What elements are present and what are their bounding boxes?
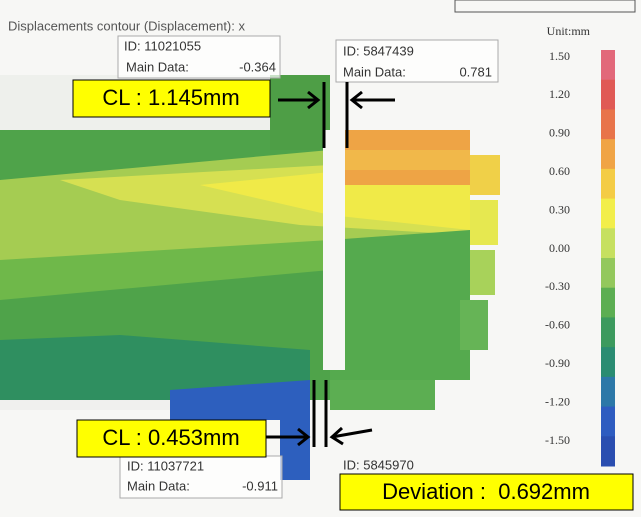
callout: CL : 1.145mm — [102, 85, 239, 110]
part — [270, 75, 330, 150]
legend-swatch — [601, 347, 615, 377]
probe-value: -0.364 — [239, 59, 276, 74]
part — [460, 300, 488, 350]
legend-label: 0.00 — [549, 241, 570, 255]
probe-value: -0.911 — [242, 478, 278, 493]
legend-swatch — [601, 436, 615, 466]
probe-label: Main Data: — [343, 64, 406, 79]
legend-swatch — [601, 377, 615, 407]
part — [470, 250, 495, 295]
part — [470, 200, 498, 245]
legend-label: 1.20 — [549, 87, 570, 101]
legend-swatch — [601, 139, 615, 169]
legend-label: -0.30 — [545, 279, 570, 293]
view-title: Displacements contour (Displacement): x — [8, 18, 245, 33]
gap — [323, 130, 345, 370]
part — [330, 380, 435, 410]
probe: ID: 11037721 Main Data: -0.911 — [120, 456, 282, 498]
legend-swatch — [601, 199, 615, 229]
legend-swatch — [601, 80, 615, 110]
legend-swatch — [601, 317, 615, 347]
legend-unit: Unit:mm — [547, 24, 591, 38]
legend-label: -1.50 — [545, 433, 570, 447]
legend-label: -0.60 — [545, 318, 570, 332]
callout: Deviation : 0.692mm — [382, 479, 590, 504]
page: Unit:mm 1.50 1.20 0.90 0.60 0.30 0.00 -0.30 -0.… — [0, 0, 641, 517]
legend-swatch — [601, 258, 615, 288]
probe-value: 0.781 — [459, 64, 492, 79]
part — [345, 150, 470, 170]
screenshot: Unit:mm 1.50 1.20 0.90 0.60 0.30 0.00 -0.30 -0.… — [0, 0, 641, 517]
legend-label: 1.50 — [549, 49, 570, 63]
legend-swatch — [601, 169, 615, 199]
probe: ID: 5847439 Main Data: 0.781 — [336, 40, 498, 82]
legend-label: 0.90 — [549, 126, 570, 140]
legend-swatch — [601, 288, 615, 318]
legend-label: -0.90 — [545, 356, 570, 370]
legend-swatch — [601, 109, 615, 139]
part — [470, 155, 500, 195]
legend-swatch — [601, 50, 615, 80]
legend-swatch — [601, 228, 615, 258]
callout: CL : 0.453mm — [102, 425, 239, 450]
probe-label: Main Data: — [126, 59, 189, 74]
part — [330, 230, 470, 380]
legend-label: -1.20 — [545, 394, 570, 408]
part — [0, 400, 170, 410]
probe-id: ID: 5845970 — [343, 457, 414, 472]
legend-label: 0.60 — [549, 164, 570, 178]
probe-id: ID: 5847439 — [343, 43, 414, 58]
legend-label: 0.30 — [549, 202, 570, 216]
probe-label: Main Data: — [127, 478, 190, 493]
probe-id: ID: 11021055 — [124, 38, 201, 53]
legend-swatch — [601, 407, 615, 437]
probe: ID: 11021055 Main Data: -0.364 — [118, 36, 280, 78]
probe-id: ID: 11037721 — [127, 458, 204, 473]
